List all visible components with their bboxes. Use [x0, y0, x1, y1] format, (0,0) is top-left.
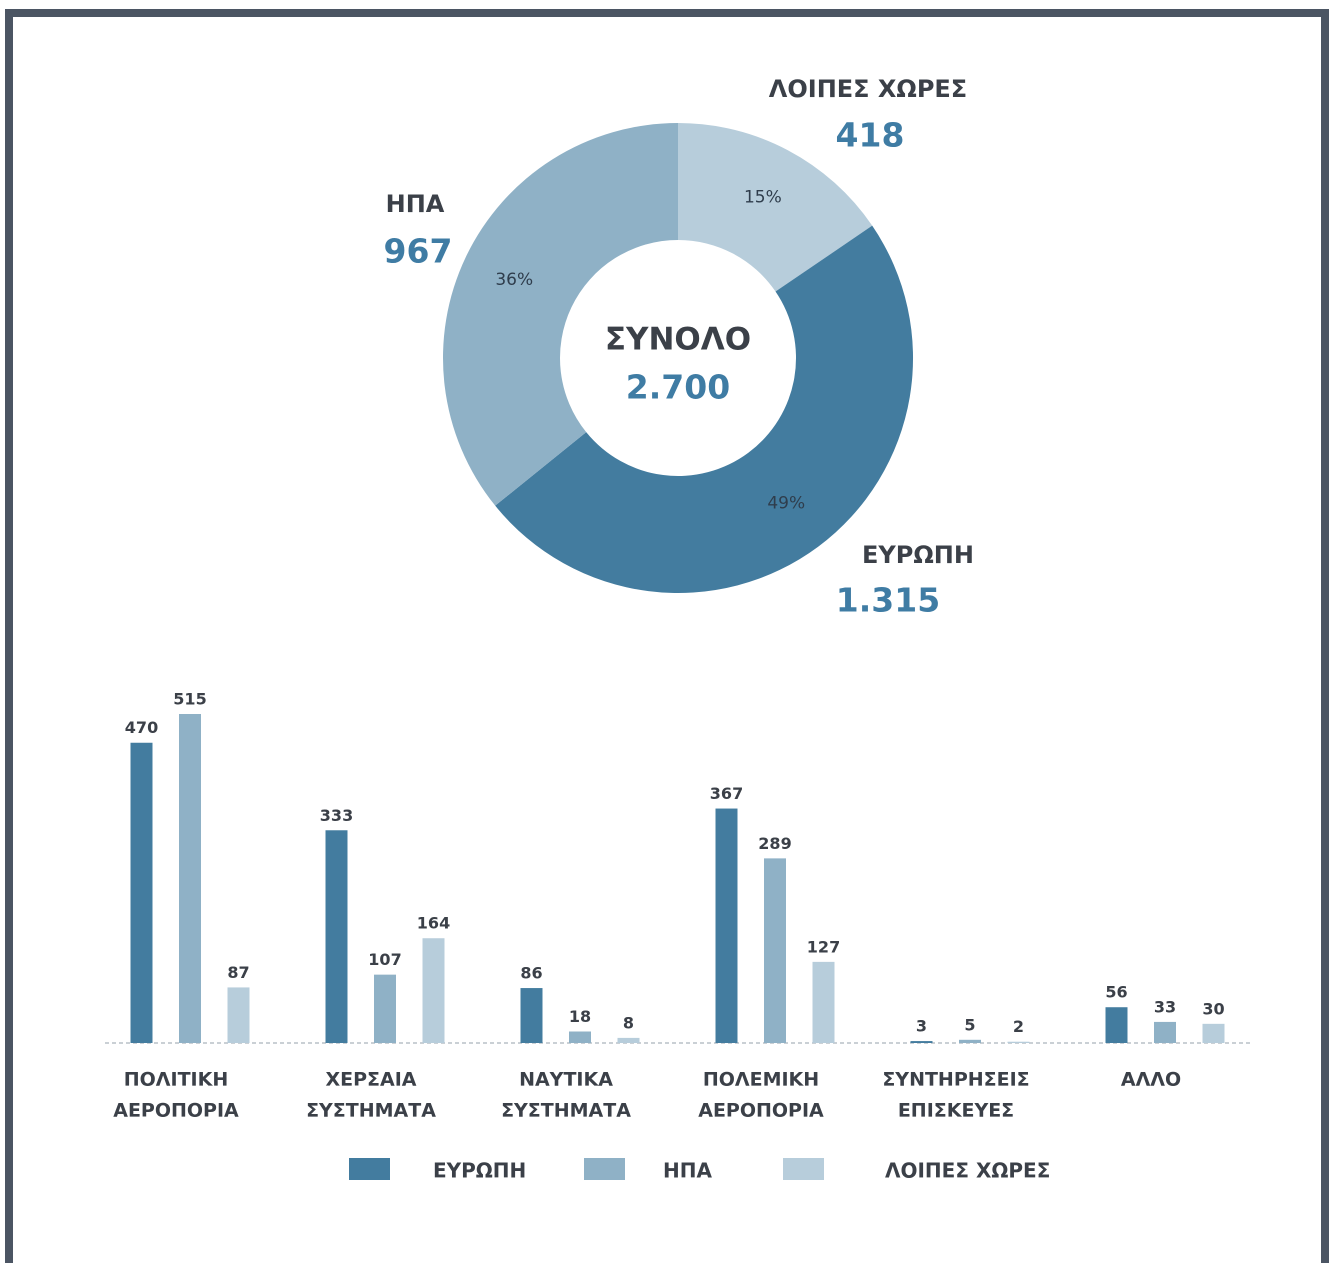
bar [910, 1041, 933, 1043]
center-label: ΣΥΝΟΛΟ [605, 322, 751, 358]
bar-value-label: 470 [125, 718, 158, 737]
slice-value: 418 [836, 116, 905, 155]
center-total: 2.700 [626, 368, 730, 407]
x-category-label: ΧΕΡΣΑΙΑ [325, 1069, 416, 1091]
slice-value: 967 [384, 232, 453, 271]
bar [1007, 1041, 1030, 1043]
legend-label: ΗΠΑ [663, 1159, 712, 1183]
bar-value-label: 8 [623, 1013, 634, 1032]
bar-value-label: 289 [758, 834, 791, 853]
bar [520, 988, 543, 1043]
legend-label: ΕΥΡΩΠΗ [433, 1159, 526, 1183]
x-category-label: ΕΠΙΣΚΕΥΕΣ [898, 1100, 1014, 1122]
bar-value-label: 56 [1105, 983, 1127, 1002]
bar [959, 1039, 981, 1043]
bar [374, 974, 396, 1043]
bar-value-label: 30 [1202, 999, 1224, 1018]
bar-value-label: 164 [417, 914, 450, 933]
legend-swatch [783, 1158, 824, 1180]
bar [1202, 1023, 1225, 1043]
donut-slice [678, 123, 873, 292]
bar-value-label: 5 [964, 1015, 975, 1034]
bar-value-label: 127 [807, 937, 840, 956]
bar [227, 987, 250, 1043]
slice-label: ΕΥΡΩΠΗ [862, 541, 974, 569]
bar [569, 1031, 591, 1043]
bar-value-label: 18 [569, 1007, 591, 1026]
x-category-label: ΝΑΥΤΙΚΑ [519, 1069, 613, 1091]
bar-value-label: 87 [227, 963, 249, 982]
percent-label: 49% [767, 494, 805, 514]
bar [764, 858, 786, 1043]
bar-value-label: 3 [916, 1017, 927, 1036]
bar [130, 742, 153, 1043]
bar [617, 1037, 640, 1043]
bar-value-label: 2 [1013, 1017, 1024, 1036]
slice-label: ΛΟΙΠΕΣ ΧΩΡΕΣ [769, 75, 967, 103]
donut-slice [495, 225, 914, 594]
bar-value-label: 367 [710, 784, 743, 803]
legend-swatch [349, 1158, 390, 1180]
bar [179, 714, 201, 1043]
x-category-label: ΠΟΛΕΜΙΚΗ [703, 1069, 819, 1091]
legend-label: ΛΟΙΠΕΣ ΧΩΡΕΣ [885, 1159, 1050, 1183]
bar [1154, 1021, 1176, 1043]
x-category-label: ΑΛΛΟ [1121, 1069, 1181, 1091]
slice-value: 1.315 [836, 581, 940, 620]
x-category-label: ΑΕΡΟΠΟΡΙΑ [113, 1100, 239, 1122]
bar [325, 830, 348, 1043]
bar-value-label: 86 [520, 964, 542, 983]
bar [812, 961, 835, 1043]
x-category-label: ΣΥΝΤΗΡΗΣΕΙΣ [882, 1069, 1029, 1091]
bar [1105, 1007, 1128, 1043]
bar-value-label: 107 [368, 950, 401, 969]
donut-slice [442, 123, 678, 506]
bar-value-label: 515 [173, 690, 206, 709]
bar [422, 938, 445, 1043]
percent-label: 36% [495, 270, 533, 290]
slice-label: ΗΠΑ [386, 190, 445, 218]
frame [5, 9, 1329, 1263]
x-category-label: ΠΟΛΙΤΙΚΗ [124, 1069, 228, 1091]
x-category-label: ΣΥΣΤΗΜΑΤΑ [501, 1100, 631, 1122]
x-category-label: ΣΥΣΤΗΜΑΤΑ [306, 1100, 436, 1122]
percent-label: 15% [744, 188, 782, 208]
bar-value-label: 33 [1154, 997, 1176, 1016]
bar [715, 808, 738, 1043]
x-category-label: ΑΕΡΟΠΟΡΙΑ [698, 1100, 824, 1122]
bar-value-label: 333 [320, 806, 353, 825]
legend-swatch [584, 1158, 625, 1180]
